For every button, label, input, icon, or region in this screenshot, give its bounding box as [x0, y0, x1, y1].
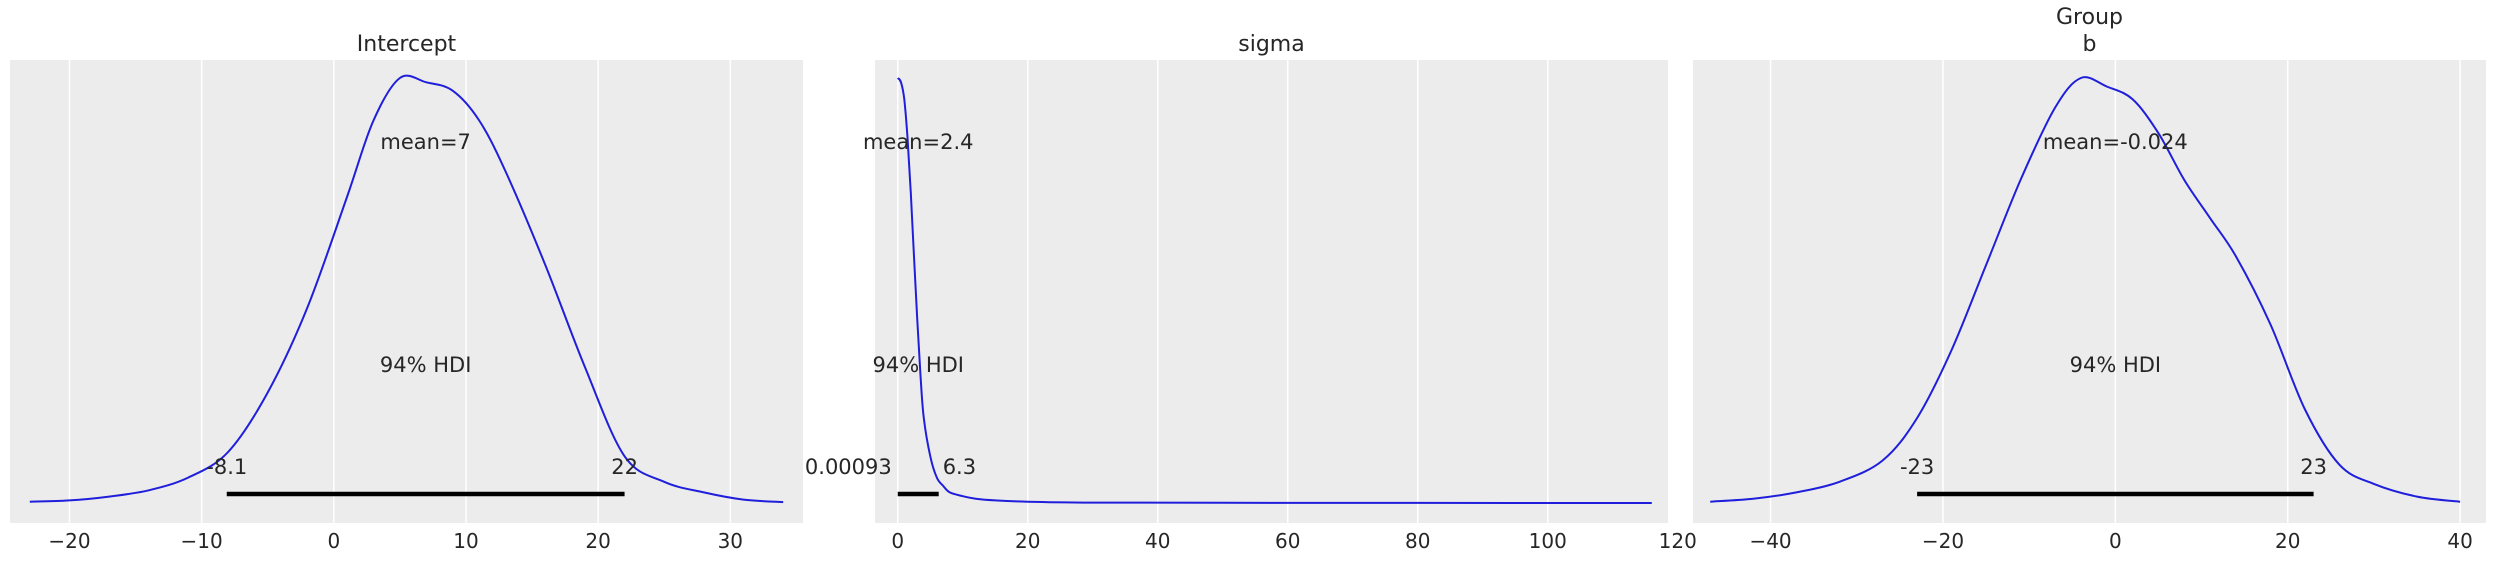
x-tick-label: 40 [1145, 529, 1170, 553]
x-tick-label: −40 [1749, 529, 1791, 553]
panel-title: sigma [1238, 32, 1304, 57]
panel-title: Intercept [357, 32, 457, 57]
x-tick-label: 100 [1529, 529, 1567, 553]
plot-background [875, 60, 1668, 523]
panel-title: b [2083, 32, 2097, 57]
mean-label: mean=7 [380, 130, 471, 154]
density-curve [896, 77, 1652, 504]
x-tick-label: 120 [1659, 529, 1697, 553]
x-tick-label: −10 [181, 529, 223, 553]
x-tick-label: 20 [1015, 529, 1040, 553]
mean-label: mean=2.4 [863, 130, 974, 154]
hdi-label: 94% HDI [380, 353, 472, 377]
x-tick-label: −20 [1922, 529, 1964, 553]
x-tick-label: 0 [2109, 529, 2122, 553]
x-tick-label: 60 [1275, 529, 1300, 553]
hdi-low-label: -23 [1900, 455, 1934, 479]
hdi-low-label: -8.1 [206, 455, 247, 479]
hdi-label: 94% HDI [2070, 353, 2162, 377]
panel-title: Group [2056, 5, 2123, 30]
x-tick-label: 10 [453, 529, 478, 553]
density-curve [1710, 76, 2461, 503]
x-tick-label: 40 [2447, 529, 2472, 553]
mean-label: mean=-0.024 [2043, 130, 2188, 154]
panel-intercept: −20 −10 0 10 20 30 Intercept mean=7 94% HDI -8.1 2… [10, 32, 803, 553]
x-tick-label: 0 [891, 529, 904, 553]
x-tick-label: 0 [327, 529, 340, 553]
x-tick-label: 80 [1405, 529, 1430, 553]
plot-background [10, 60, 803, 523]
hdi-high-label: 23 [2300, 455, 2327, 479]
hdi-high-label: 22 [611, 455, 638, 479]
x-tick-label: 20 [585, 529, 610, 553]
hdi-label: 94% HDI [872, 353, 964, 377]
plot-background [1693, 60, 2486, 523]
hdi-low-label: 0.00093 [805, 455, 892, 479]
x-tick-label: 20 [2275, 529, 2300, 553]
x-tick-label: 30 [718, 529, 743, 553]
panel-sigma: 0 20 40 60 80 100 120 sigma mean=2.4 94% HDI 0.000… [805, 32, 1697, 553]
hdi-high-label: 6.3 [943, 455, 976, 479]
density-curve [29, 74, 784, 504]
x-tick-label: −20 [48, 529, 90, 553]
